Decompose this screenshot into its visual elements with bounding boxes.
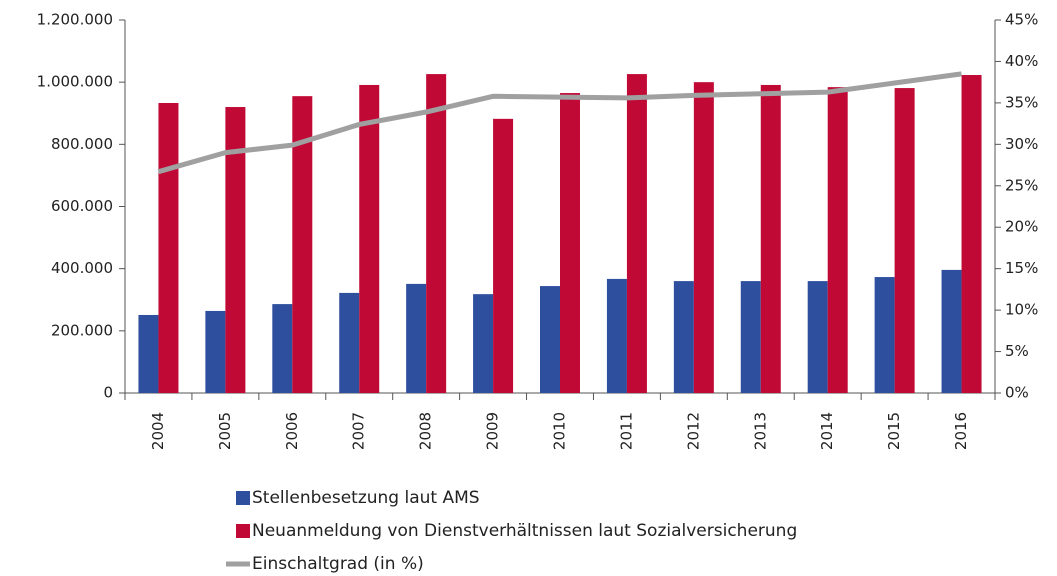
- x-tick-label: 2016: [952, 412, 970, 450]
- legend-swatch: [236, 524, 250, 538]
- legend-swatch: [236, 491, 250, 505]
- y2-tick-label: 25%: [1005, 176, 1038, 194]
- bar: [138, 314, 159, 393]
- x-tick-label: 2014: [818, 412, 836, 450]
- y2-tick-label: 40%: [1005, 52, 1038, 70]
- bar: [158, 102, 179, 394]
- bar: [292, 96, 313, 393]
- bar: [540, 286, 560, 393]
- bar: [807, 281, 828, 393]
- bar: [827, 87, 848, 393]
- x-tick-label: 2013: [751, 412, 769, 450]
- x-tick-label: 2007: [350, 412, 368, 450]
- bar: [426, 74, 447, 394]
- y-tick-label: 1.200.000: [37, 11, 113, 29]
- x-tick-label: 2008: [417, 412, 435, 450]
- y-tick-label: 1.000.000: [37, 73, 113, 91]
- bar: [473, 294, 494, 393]
- bar: [874, 277, 895, 393]
- bar: [339, 292, 360, 393]
- x-tick-label: 2004: [149, 412, 167, 450]
- y-tick-label: 0: [103, 384, 113, 402]
- x-tick-label: 2012: [684, 412, 702, 450]
- y2-tick-label: 30%: [1005, 135, 1038, 153]
- x-tick-label: 2015: [885, 412, 903, 450]
- bar: [205, 310, 226, 393]
- bar: [359, 84, 380, 393]
- y2-tick-label: 20%: [1005, 218, 1038, 236]
- bar: [406, 283, 427, 393]
- y-tick-label: 400.000: [51, 259, 113, 277]
- bar: [560, 93, 580, 393]
- x-tick-label: 2009: [484, 412, 502, 450]
- y2-tick-label: 10%: [1005, 301, 1038, 319]
- y-tick-label: 800.000: [51, 135, 113, 153]
- bar: [941, 269, 962, 393]
- y2-tick-label: 35%: [1005, 93, 1038, 111]
- bar: [693, 82, 714, 394]
- legend-label: Neuanmeldung von Dienstverhältnissen lau…: [252, 521, 797, 541]
- bar: [961, 75, 982, 393]
- x-tick-label: 2010: [551, 412, 569, 450]
- y2-tick-label: 0%: [1005, 384, 1029, 402]
- x-tick-label: 2006: [283, 412, 301, 450]
- legend: Stellenbesetzung laut AMS Neuanmeldung vo…: [226, 488, 797, 574]
- bar: [894, 88, 915, 393]
- bar: [606, 278, 627, 393]
- bar: [225, 107, 246, 394]
- bar: [626, 74, 647, 394]
- bar: [760, 84, 781, 393]
- bar: [272, 304, 293, 393]
- y2-tick-label: 15%: [1005, 259, 1038, 277]
- y-tick-label: 600.000: [51, 197, 113, 215]
- y2-tick-label: 45%: [1005, 11, 1038, 29]
- bar: [493, 118, 514, 393]
- legend-label: Stellenbesetzung laut AMS: [252, 488, 480, 508]
- x-tick-label: 2005: [216, 412, 234, 450]
- bar: [673, 281, 694, 393]
- line: [157, 71, 962, 175]
- x-tick-label: 2011: [617, 412, 635, 450]
- y-tick-label: 200.000: [51, 321, 113, 339]
- y2-tick-label: 5%: [1005, 342, 1029, 360]
- legend-label: Einschaltgrad (in %): [252, 554, 424, 574]
- bar: [740, 281, 761, 393]
